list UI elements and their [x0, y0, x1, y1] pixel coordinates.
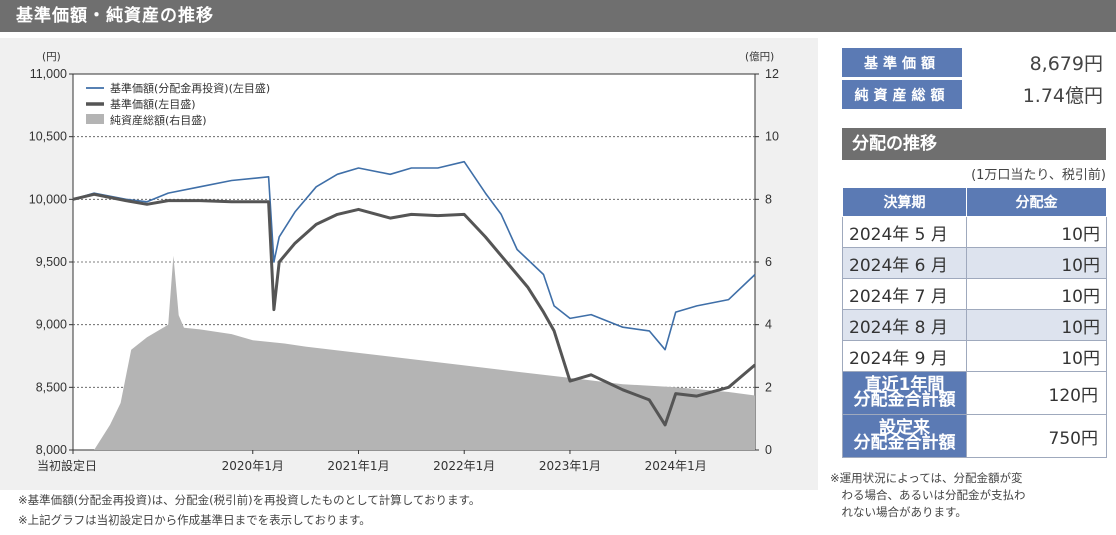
period-cell: 2024年 8 月 — [842, 309, 967, 341]
right-tick-label: 6 — [765, 255, 772, 269]
right-axis-unit: (億円) — [745, 50, 774, 63]
aum-label: 純資産総額 — [842, 80, 962, 109]
amount-cell: 10円 — [966, 278, 1107, 310]
amount-cell: 10円 — [966, 340, 1107, 372]
total-row-recent: 直近1年間 分配金合計額 120円 — [842, 371, 1107, 415]
aum-value: 1.74億円 — [1022, 85, 1103, 107]
x-tick-label: 2022年1月 — [433, 459, 495, 473]
right-tick-label: 10 — [765, 130, 779, 144]
distribution-title-bar: 分配の推移 — [842, 128, 1106, 160]
right-tick-label: 4 — [765, 318, 772, 332]
left-tick-label: 10,500 — [29, 130, 67, 144]
table-row: 2024年 6 月 10円 — [842, 247, 1107, 279]
inception-total-value: 750円 — [966, 414, 1107, 458]
legend-label: 純資産総額(右目盛) — [110, 113, 207, 127]
reinvested-nav-line — [72, 160, 756, 351]
section-title-bar: 基準価額・純資産の推移 — [0, 0, 1116, 32]
nav-chart: 8,000 8,500 9,000 9,500 10,000 10,500 11,000 0 2… — [29, 50, 779, 473]
distribution-note: ※運用状況によっては、分配金額が変 わる場合、あるいは分配金が支払わ れない場合… — [830, 471, 1026, 519]
left-tick-label: 8,500 — [36, 380, 67, 394]
distribution-subtitle: (1万口当たり、税引前) — [971, 168, 1106, 183]
nav-value: 8,679円 — [1029, 53, 1103, 75]
table-row: 2024年 9 月 10円 — [842, 340, 1107, 372]
period-cell: 2024年 7 月 — [842, 278, 967, 310]
period-cell: 2024年 5 月 — [842, 216, 967, 248]
legend-swatch-aum — [86, 114, 104, 124]
legend-label: 基準価額(分配金再投資)(左目盛) — [110, 81, 270, 95]
section-title: 基準価額・純資産の推移 — [16, 6, 214, 26]
summary-row-aum: 純資産総額 1.74億円 — [842, 80, 1107, 109]
recent-total-label: 直近1年間 分配金合計額 — [842, 371, 967, 415]
right-tick-label: 2 — [765, 380, 772, 394]
summary-table: 基準価額 8,679円 純資産総額 1.74億円 — [842, 45, 1107, 112]
recent-total-value: 120円 — [966, 371, 1107, 415]
summary-row-nav: 基準価額 8,679円 — [842, 48, 1107, 77]
chart-note-1: ※基準価額(分配金再投資)は、分配金(税引前)を再投資したものとして計算しており… — [18, 493, 481, 507]
nav-label: 基準価額 — [842, 48, 962, 77]
left-axis-unit: (円) — [42, 51, 61, 63]
distribution-table: 決算期 分配金 2024年 5 月 10円 2024年 6 月 10円 2024… — [842, 187, 1107, 458]
left-tick-label: 10,000 — [29, 192, 67, 206]
table-row: 2024年 7 月 10円 — [842, 278, 1107, 310]
chart-note-2: ※上記グラフは当初設定日から作成基準日までを表示しております。 — [18, 513, 371, 527]
right-tick-label: 12 — [765, 67, 779, 81]
x-tick-label: 当初設定日 — [37, 458, 97, 473]
period-header: 決算期 — [842, 187, 967, 217]
amount-cell: 10円 — [966, 247, 1107, 279]
period-cell: 2024年 6 月 — [842, 247, 967, 279]
x-tick-label: 2023年1月 — [539, 459, 601, 473]
left-tick-label: 8,000 — [36, 443, 67, 457]
table-row: 2024年 8 月 10円 — [842, 309, 1107, 341]
amount-cell: 10円 — [966, 309, 1107, 341]
x-tick-label: 2021年1月 — [327, 459, 389, 473]
period-cell: 2024年 9 月 — [842, 340, 967, 372]
x-tick-label: 2024年1月 — [645, 459, 707, 473]
left-tick-label: 9,000 — [36, 318, 67, 332]
nav-line — [72, 192, 756, 427]
inception-total-label: 設定来 分配金合計額 — [842, 414, 967, 458]
amount-header: 分配金 — [966, 187, 1107, 217]
aum-area — [73, 255, 755, 450]
distribution-title: 分配の推移 — [852, 134, 937, 154]
right-tick-label: 8 — [765, 192, 772, 206]
left-tick-label: 9,500 — [36, 255, 67, 269]
left-tick-label: 11,000 — [30, 67, 67, 81]
right-tick-label: 0 — [765, 443, 772, 457]
amount-cell: 10円 — [966, 216, 1107, 248]
distribution-header-row: 決算期 分配金 — [842, 187, 1107, 217]
x-tick-label: 2020年1月 — [222, 459, 284, 473]
legend-label: 基準価額(左目盛) — [110, 97, 196, 111]
table-row: 2024年 5 月 10円 — [842, 216, 1107, 248]
total-row-inception: 設定来 分配金合計額 750円 — [842, 414, 1107, 458]
